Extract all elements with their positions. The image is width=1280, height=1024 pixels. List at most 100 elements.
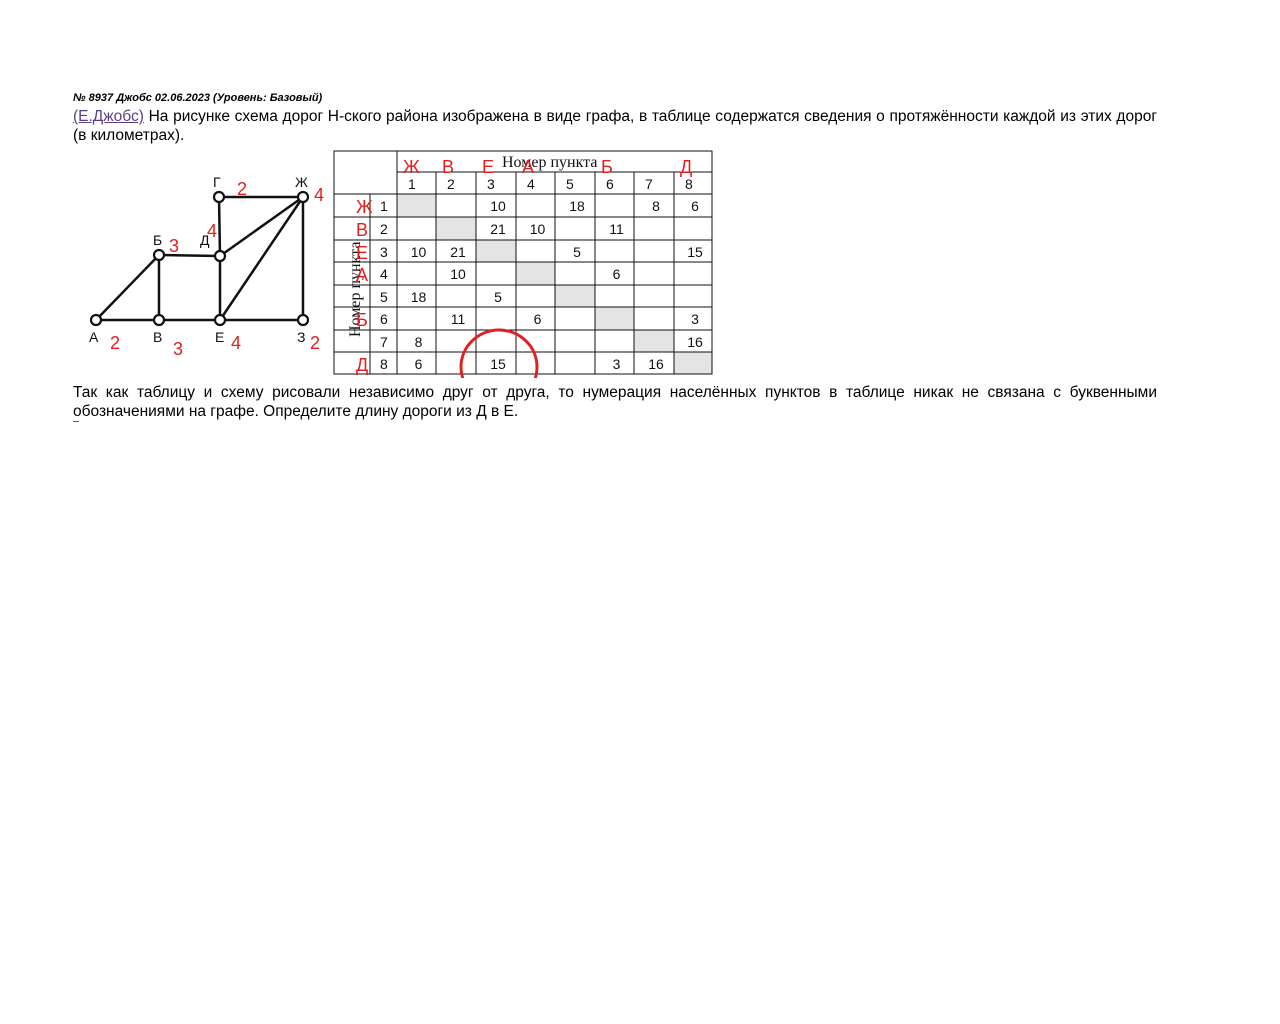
table-cell: 18 bbox=[569, 198, 585, 214]
table-grid bbox=[333, 150, 713, 375]
col-header: 6 bbox=[606, 176, 614, 192]
diagonal-cell bbox=[516, 262, 555, 285]
diagonal-cells bbox=[397, 194, 712, 374]
problem-header: № 8937 Джобс 02.06.2023 (Уровень: Базовы… bbox=[73, 92, 323, 104]
node-label: Б bbox=[153, 232, 162, 248]
diagonal-cell bbox=[436, 217, 476, 240]
row-caption: Номер пункта bbox=[347, 242, 364, 337]
node-label: А bbox=[89, 329, 99, 345]
row-annotation: Е bbox=[356, 243, 368, 263]
col-header: 7 bbox=[645, 176, 653, 192]
node-e bbox=[213, 313, 227, 327]
row-annotation: В bbox=[356, 220, 368, 240]
distance-table: Номер пункта Номер пункта 1 2 3 4 5 6 7 8 1 2 3 4 5… bbox=[333, 150, 713, 378]
graph-edges bbox=[95, 195, 305, 322]
row-header: 5 bbox=[380, 289, 388, 305]
row-annotation: Д bbox=[356, 355, 368, 375]
node-a bbox=[89, 313, 103, 327]
table-cell: 18 bbox=[411, 289, 427, 305]
table-cell: 15 bbox=[490, 356, 506, 372]
col-headers: 1 2 3 4 5 6 7 8 bbox=[408, 176, 693, 192]
author-link[interactable]: (Е.Джобс) bbox=[73, 108, 144, 125]
table-cell: 6 bbox=[534, 311, 542, 327]
row-header: 1 bbox=[380, 198, 388, 214]
table-cell: 16 bbox=[687, 334, 703, 350]
road-graph: А Б В Г Д Е Ж З 2 3 3 2 4 4 4 2 bbox=[89, 174, 324, 359]
degree-annotation: 3 bbox=[173, 339, 183, 359]
cut-off-link bbox=[73, 421, 79, 425]
node-zh bbox=[296, 190, 310, 204]
table-cell: 5 bbox=[494, 289, 502, 305]
node-label: Е bbox=[215, 329, 224, 345]
table-cell: 11 bbox=[451, 311, 466, 327]
table-cell: 8 bbox=[415, 334, 423, 350]
node-g bbox=[212, 190, 226, 204]
problem-statement: (Е.Джобс) На рисунке схема дорог Н-ского… bbox=[73, 107, 1157, 145]
diagonal-cell bbox=[595, 307, 634, 330]
edge-a-b bbox=[95, 254, 160, 321]
table-cell: 21 bbox=[490, 221, 506, 237]
col-header: 4 bbox=[527, 176, 535, 192]
col-header: 5 bbox=[566, 176, 574, 192]
table-cell: 6 bbox=[613, 266, 621, 282]
degree-annotation: 2 bbox=[310, 333, 320, 353]
edge-g-d bbox=[217, 196, 222, 257]
table-cell: 5 bbox=[573, 244, 581, 260]
table-cell: 8 bbox=[652, 198, 660, 214]
row-header: 4 bbox=[380, 266, 388, 282]
node-b bbox=[152, 248, 166, 262]
table-cell: 16 bbox=[648, 356, 664, 372]
degree-annotation: 4 bbox=[314, 185, 324, 205]
col-header: 2 bbox=[447, 176, 455, 192]
table-caption: Номер пункта bbox=[502, 154, 597, 171]
problem-text-1: На рисунке схема дорог Н-ского района из… bbox=[73, 108, 1157, 144]
col-annotation: Ж bbox=[403, 157, 420, 177]
table-cells: 10 18 8 6 21 10 11 10 21 5 15 10 6 18 5 11 6 3 8 16 6 15 3 16 bbox=[411, 198, 703, 372]
edge-b-d bbox=[158, 253, 221, 258]
degree-annotation: 4 bbox=[207, 221, 217, 241]
table-cell: 6 bbox=[415, 356, 423, 372]
node-label: Г bbox=[213, 174, 221, 190]
degree-annotation: 3 bbox=[169, 236, 179, 256]
col-header: 3 bbox=[487, 176, 495, 192]
col-annotation: Е bbox=[482, 157, 494, 177]
row-header: 6 bbox=[380, 311, 388, 327]
row-header: 2 bbox=[380, 221, 388, 237]
table-cell: 21 bbox=[450, 244, 466, 260]
col-annotation: В bbox=[442, 157, 454, 177]
node-v bbox=[152, 313, 166, 327]
row-annotation: А bbox=[356, 265, 368, 285]
table-cell: 10 bbox=[411, 244, 427, 260]
node-d bbox=[213, 249, 227, 263]
degree-annotation: 2 bbox=[237, 179, 247, 199]
edge-d-zh bbox=[219, 195, 304, 258]
row-headers: 1 2 3 4 5 6 7 8 bbox=[380, 198, 388, 372]
row-annotation: Ж bbox=[356, 197, 373, 217]
diagonal-cell bbox=[674, 352, 712, 374]
col-annotation: Б bbox=[601, 157, 613, 177]
table-cell: 11 bbox=[609, 221, 624, 237]
row-header: 8 bbox=[380, 356, 388, 372]
node-label: В bbox=[153, 329, 162, 345]
table-cell: 3 bbox=[691, 311, 699, 327]
row-header: 3 bbox=[380, 244, 388, 260]
col-header: 1 bbox=[408, 176, 416, 192]
node-label: Ж bbox=[295, 174, 308, 190]
table-cell: 3 bbox=[613, 356, 621, 372]
highlight-circle bbox=[459, 328, 539, 378]
node-z bbox=[296, 313, 310, 327]
node-label: З bbox=[297, 329, 305, 345]
diagonal-cell bbox=[397, 194, 436, 217]
col-header: 8 bbox=[685, 176, 693, 192]
node-label: Д bbox=[200, 232, 210, 248]
diagonal-cell bbox=[634, 330, 674, 352]
table-cell: 10 bbox=[530, 221, 546, 237]
degree-annotation: 4 bbox=[231, 333, 241, 353]
table-cell: 15 bbox=[687, 244, 703, 260]
degree-annotation: 2 bbox=[110, 333, 120, 353]
table-cell: 6 bbox=[691, 198, 699, 214]
diagonal-cell bbox=[555, 285, 595, 307]
row-annotation: Б bbox=[356, 310, 368, 330]
